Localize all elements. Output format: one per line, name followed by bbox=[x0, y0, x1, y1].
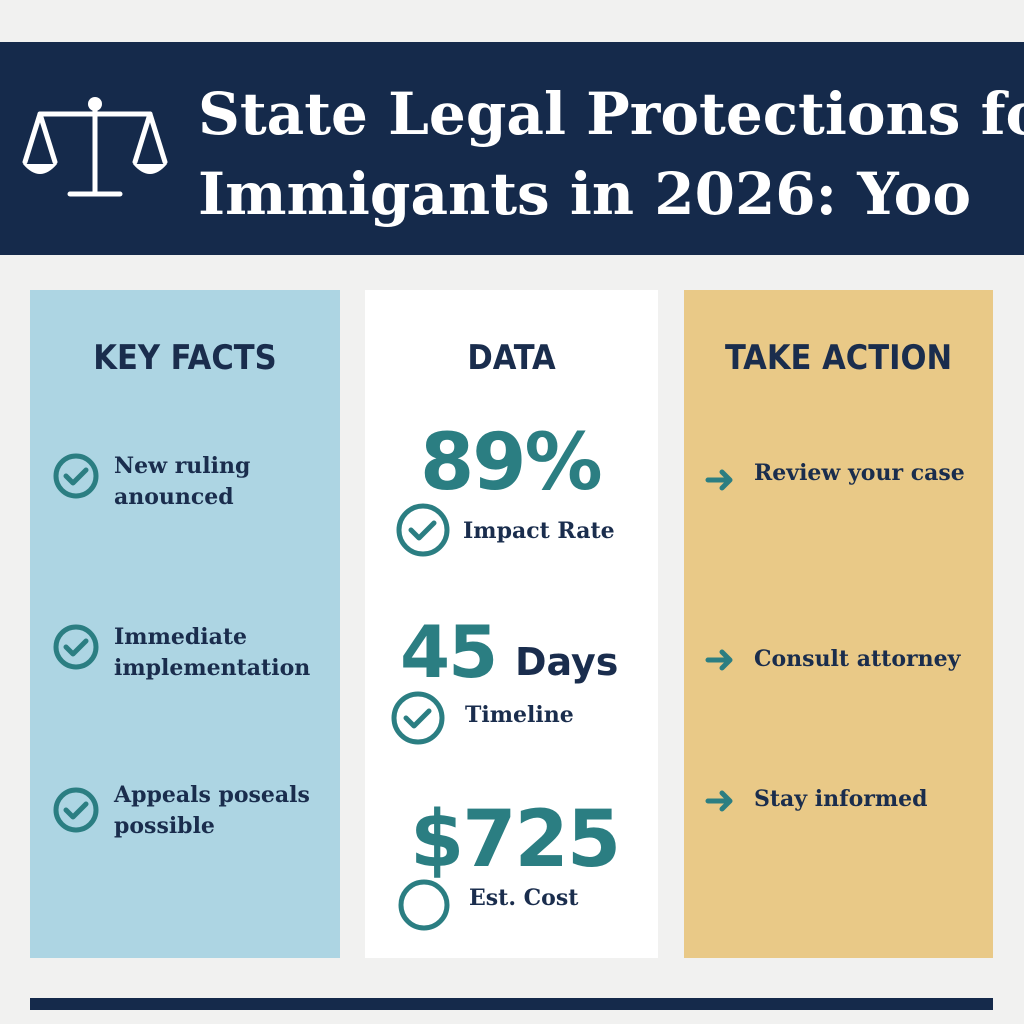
stat-label: Est. Cost bbox=[469, 885, 579, 911]
panel-heading: TAKE ACTION bbox=[724, 338, 953, 378]
footer-bar bbox=[30, 998, 993, 1010]
fact: Appeals poseals possible bbox=[114, 782, 310, 839]
panel-heading: KEY FACTS bbox=[93, 338, 277, 378]
stat-value: 89% bbox=[420, 418, 603, 508]
fact: New ruling anounced bbox=[114, 453, 251, 510]
action: Consult attorney bbox=[754, 646, 961, 672]
stat-value: 45 bbox=[400, 610, 498, 694]
stat-value: $725 bbox=[410, 795, 621, 885]
stat-label: Impact Rate bbox=[463, 518, 615, 544]
take-action-panel: TAKE ACTION Review your case Consult att… bbox=[684, 290, 993, 958]
action: Review your case bbox=[754, 460, 965, 486]
scales-icon bbox=[22, 97, 168, 197]
header: State Legal Protections fo Immigants in … bbox=[0, 42, 1024, 255]
panel-heading: DATA bbox=[467, 338, 556, 378]
stat-label: Timeline bbox=[465, 702, 574, 728]
stat-unit: Days bbox=[515, 640, 619, 684]
title-line: Immigants in 2026: Yoo bbox=[198, 160, 972, 228]
fact: Immediate implementation bbox=[114, 624, 311, 681]
action: Stay informed bbox=[754, 786, 928, 812]
title-line: State Legal Protections fo bbox=[198, 80, 1024, 148]
data-panel: DATA 89% Impact Rate 45 Days Timeline $7… bbox=[365, 290, 658, 958]
key-facts-panel: KEY FACTS New ruling anounced Immediate … bbox=[30, 290, 340, 958]
